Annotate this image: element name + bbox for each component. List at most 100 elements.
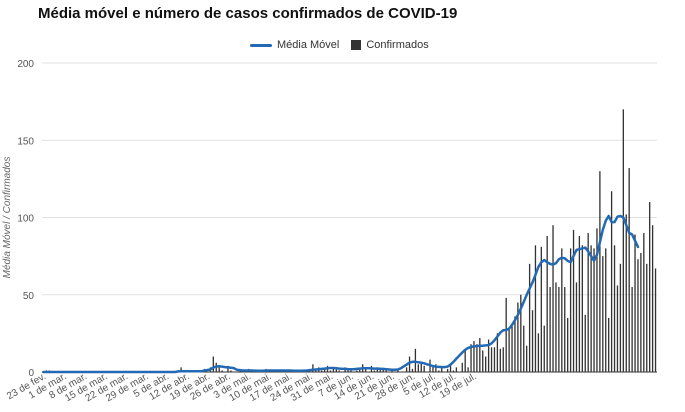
bar-confirmed [546, 236, 548, 372]
bar-confirmed [441, 367, 443, 372]
bar-confirmed [587, 232, 589, 372]
bar-confirmed [552, 225, 554, 372]
bar-confirmed [646, 263, 648, 372]
bar-confirmed [335, 367, 337, 372]
bar-confirmed [543, 325, 545, 372]
bar-confirmed [654, 268, 657, 372]
bar-confirmed [578, 236, 581, 372]
bar-confirmed [631, 287, 633, 372]
bar-confirmed [479, 338, 481, 372]
legend-label-moving-average: Média Móvel [277, 39, 340, 51]
bar-confirmed [461, 362, 463, 372]
y-tick-label: 50 [23, 291, 35, 302]
bar-confirmed [569, 248, 572, 372]
legend: Média Móvel Confirmados [250, 39, 441, 51]
bar-confirmed [528, 263, 531, 372]
bar-confirmed [608, 317, 610, 372]
bar-confirmed [505, 297, 507, 372]
bar-confirmed [476, 344, 478, 372]
bar-confirmed [230, 370, 232, 372]
bar-confirmed [625, 214, 627, 372]
bar-confirmed [312, 364, 314, 372]
bar-confirmed [420, 362, 422, 372]
bar-confirmed [347, 368, 349, 372]
bar-confirmed [493, 347, 496, 372]
bar-confirmed [531, 310, 534, 372]
bar-confirmed [514, 316, 516, 372]
bar-confirmed [520, 294, 522, 372]
legend-item-confirmed: Confirmados [351, 39, 429, 51]
line-moving-average [42, 214, 640, 374]
bar-confirmed [596, 228, 598, 372]
bar-confirmed [496, 333, 499, 372]
bar-confirmed [490, 347, 493, 372]
y-axis-label: Média Móvel / Confirmados [2, 157, 13, 279]
bar-confirmed [382, 368, 384, 372]
bar-confirmed [356, 370, 358, 372]
bar-confirmed [593, 248, 595, 372]
bar-confirmed [329, 370, 332, 372]
bar-confirmed [643, 232, 645, 372]
bar-confirmed [511, 325, 513, 372]
bar-confirmed [575, 282, 578, 372]
bar-confirmed [321, 370, 323, 372]
bar-confirmed [487, 339, 490, 372]
bar-confirmed [338, 370, 340, 372]
bar-confirmed [417, 364, 419, 372]
bar-confirmed [640, 253, 642, 372]
bar-confirmed [564, 287, 566, 372]
bar-confirmed [227, 365, 229, 372]
bar-confirmed [502, 347, 504, 372]
bar-confirmed [364, 368, 367, 372]
bar-confirmed [432, 365, 434, 372]
bar-confirmed [218, 365, 220, 372]
series-line-moving-average [42, 214, 640, 374]
bar-confirmed [549, 287, 551, 372]
bar-confirmed [590, 245, 592, 372]
bar-confirmed [613, 245, 616, 372]
bar-confirmed [180, 367, 182, 372]
bar-confirmed [634, 234, 636, 372]
chart-title: Média móvel e número de casos confirmado… [38, 5, 458, 22]
bar-confirmed [391, 370, 393, 372]
bar-confirmed [408, 356, 411, 372]
bar-confirmed [397, 370, 399, 372]
legend-label-confirmed: Confirmados [366, 39, 429, 51]
bar-confirmed [482, 350, 484, 372]
bar-confirmed [610, 191, 613, 372]
legend-box-swatch [351, 40, 362, 50]
bar-confirmed [221, 370, 223, 372]
bar-confirmed [212, 356, 214, 372]
bar-confirmed [411, 368, 414, 372]
bar-confirmed [435, 364, 437, 372]
bar-confirmed [405, 367, 408, 372]
bar-confirmed [534, 245, 537, 372]
bar-confirmed [373, 370, 376, 372]
bar-confirmed [470, 344, 472, 372]
bar-confirmed [438, 370, 440, 372]
bar-confirmed [350, 370, 352, 372]
y-tick-label: 200 [17, 59, 34, 70]
bar-confirmed [602, 256, 604, 372]
bar-confirmed [572, 229, 575, 372]
bar-confirmed [473, 341, 475, 372]
bar-confirmed [605, 248, 607, 372]
bar-confirmed [584, 314, 586, 372]
bar-confirmed [651, 225, 654, 372]
bar-confirmed [485, 356, 487, 372]
bar-confirmed [385, 370, 387, 372]
bar-confirmed [414, 348, 417, 372]
bar-confirmed [561, 248, 563, 372]
bar-confirmed [523, 325, 525, 372]
y-tick-label: 150 [17, 136, 34, 147]
bar-confirmed [649, 202, 651, 372]
bar-confirmed [526, 345, 528, 372]
bar-confirmed [616, 285, 619, 372]
bar-confirmed [464, 350, 466, 372]
bar-confirmed [558, 287, 560, 372]
bar-confirmed [508, 328, 510, 372]
bar-confirmed [467, 367, 469, 372]
bar-confirmed [540, 246, 542, 372]
bar-confirmed [599, 171, 601, 372]
